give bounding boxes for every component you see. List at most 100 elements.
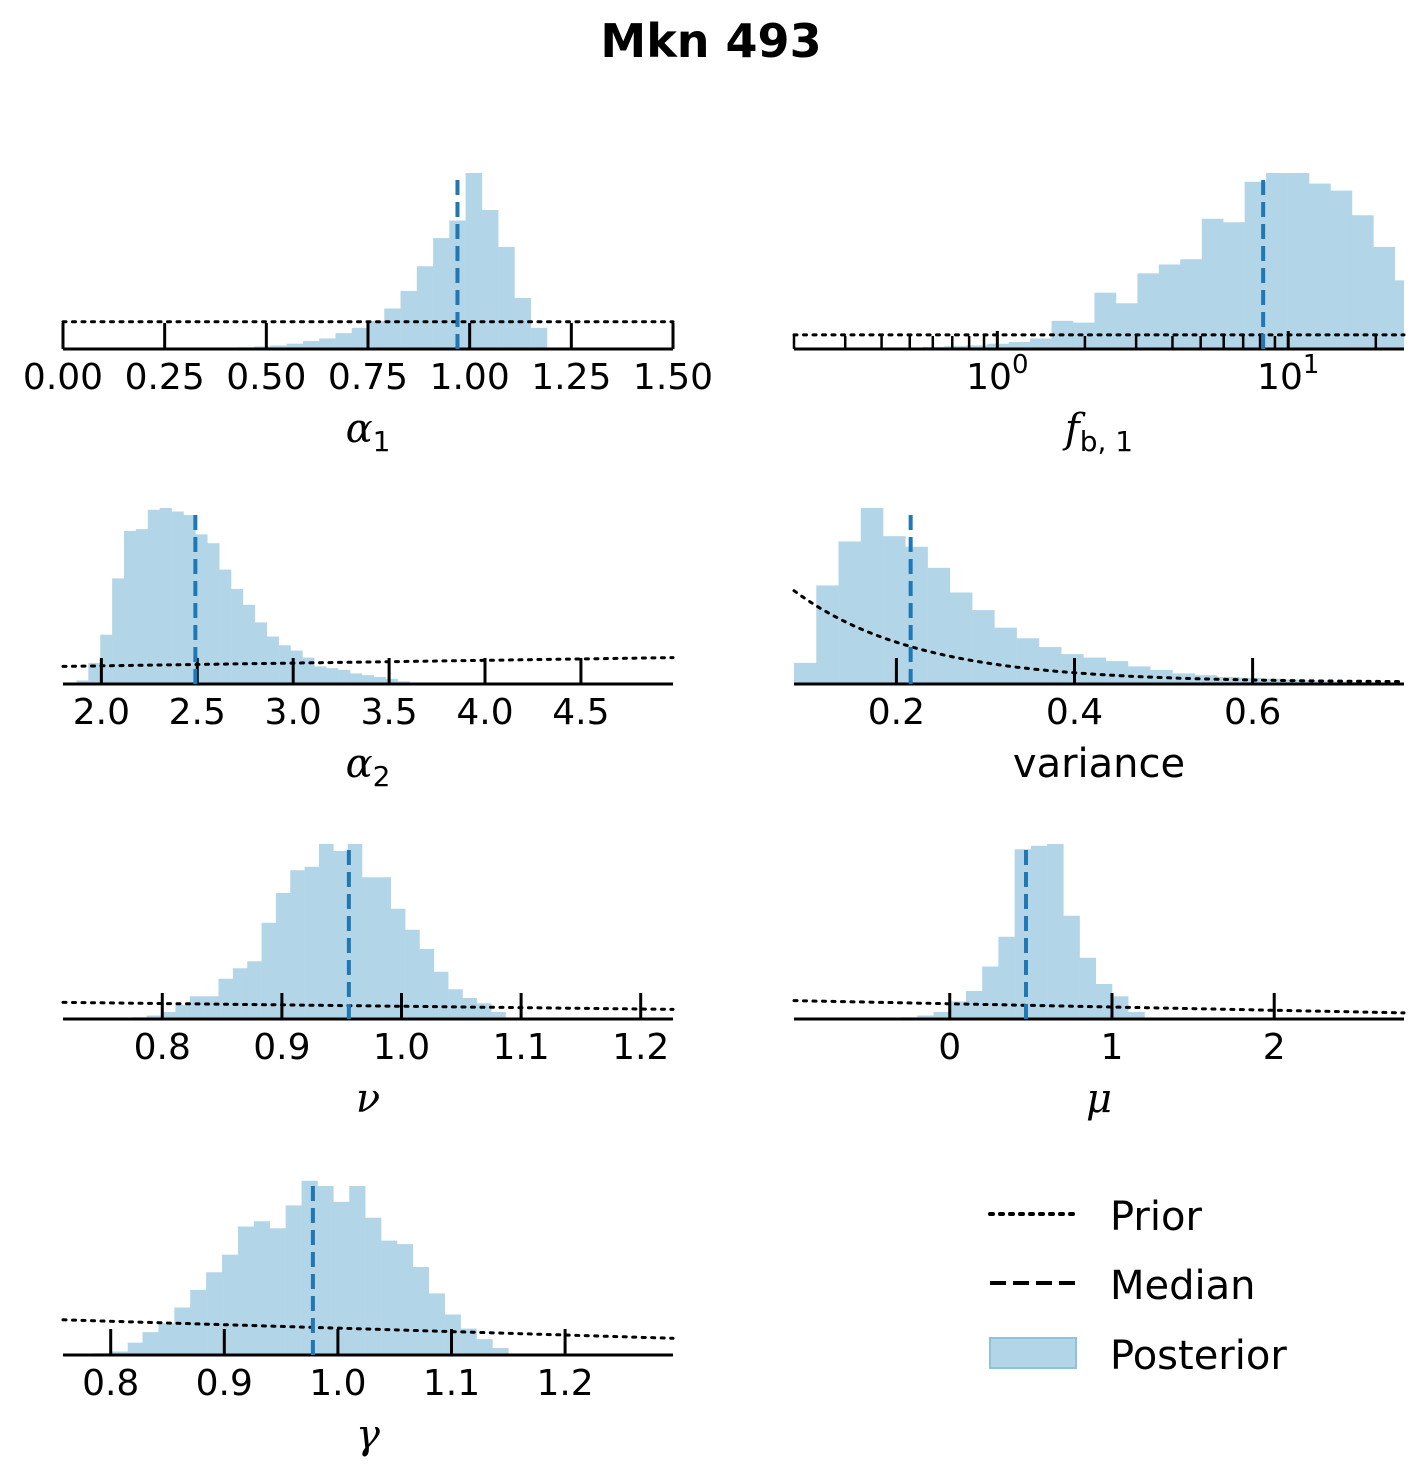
tick-label: 0.4	[1046, 692, 1103, 733]
posterior-bar	[949, 1001, 967, 1019]
posterior-bar	[492, 1347, 509, 1355]
posterior-bar	[146, 1015, 162, 1019]
posterior-bar	[816, 585, 839, 684]
x-axis-label: γ	[356, 1412, 380, 1458]
posterior-bar	[231, 588, 244, 684]
legend-label: Prior	[1110, 1194, 1202, 1240]
posterior-bar	[242, 604, 256, 684]
posterior-bar	[275, 893, 291, 1019]
prior-curve	[792, 999, 1406, 1015]
posterior-bar	[1008, 341, 1031, 349]
posterior-bar	[1128, 1012, 1145, 1019]
posterior-bar	[1115, 303, 1138, 349]
panel-variance: 0.2 0.4 0.6 variance	[792, 508, 1406, 787]
posterior-bar	[1137, 273, 1160, 349]
panel-nu: 0.8 0.9 1.0 1.1 1.2 ν	[61, 844, 675, 1122]
panel-alpha1: 0.00 0.25 0.50 0.75 1.00 1.25 1.50 α1	[23, 173, 713, 458]
posterior-bar	[317, 1186, 334, 1355]
tick-label: 1.1	[423, 1363, 480, 1404]
posterior-bar	[302, 341, 320, 349]
posterior-bar	[349, 1186, 366, 1355]
posterior-bar	[449, 220, 466, 349]
posterior-bar	[1283, 679, 1307, 684]
posterior-bar	[530, 327, 548, 349]
posterior-bar	[171, 511, 184, 684]
tick-label: 0.2	[868, 692, 925, 733]
posterior-bar	[1373, 246, 1396, 349]
posterior-histogram	[76, 508, 410, 684]
posterior-bar	[982, 966, 999, 1019]
tick-label: 2.0	[73, 692, 130, 733]
posterior-bar	[174, 1307, 191, 1355]
posterior-bar	[1266, 173, 1288, 349]
posterior-bar	[1047, 844, 1064, 1019]
posterior-bar	[476, 1003, 492, 1019]
posterior-bar	[412, 1267, 430, 1355]
posterior-bar	[333, 851, 348, 1019]
posterior-bar	[1014, 849, 1032, 1019]
posterior-bar	[88, 662, 101, 684]
posterior-bar	[362, 877, 377, 1019]
posterior-bar	[254, 622, 268, 684]
tick-label: 0.00	[23, 357, 103, 398]
tick-label: 1.0	[309, 1363, 366, 1404]
legend-item-prior: Prior	[988, 1194, 1202, 1240]
posterior-bar	[1094, 292, 1117, 349]
posterior-histogram	[794, 508, 1396, 684]
tick-label: 3.0	[265, 692, 322, 733]
posterior-bar	[270, 345, 287, 349]
posterior-bar	[237, 1226, 255, 1355]
posterior-bar	[365, 1217, 382, 1355]
posterior-bar	[1095, 984, 1113, 1019]
posterior-bar	[481, 209, 499, 349]
posterior-bar	[373, 676, 386, 684]
posterior-histogram	[132, 844, 506, 1019]
posterior-bar	[1079, 957, 1097, 1019]
posterior-bar	[319, 338, 336, 349]
posterior-bar	[428, 1293, 445, 1355]
prior-curve	[61, 1318, 675, 1340]
posterior-bar	[998, 936, 1015, 1019]
panel-alpha2: 2.0 2.5 3.0 3.5 4.0 4.5 α2	[61, 508, 675, 793]
posterior-bar	[269, 1228, 286, 1355]
legend-label: Posterior	[1110, 1333, 1287, 1379]
posterior-bar	[384, 308, 401, 349]
tick-label: 4.0	[456, 692, 513, 733]
posterior-bar	[76, 680, 89, 684]
tick-label: 1.00	[430, 357, 510, 398]
x-axis-label: μ	[1086, 1076, 1112, 1122]
posterior-bar	[100, 634, 113, 684]
legend-item-median: Median	[990, 1263, 1256, 1309]
posterior-bar	[1239, 677, 1262, 684]
x-axis-label: fb, 1	[1062, 406, 1133, 458]
posterior-bar	[860, 508, 884, 684]
posterior-bar	[994, 627, 1017, 684]
posterior-bar	[1330, 190, 1353, 349]
posterior-bar	[127, 1342, 143, 1355]
x-axis-label: variance	[1013, 741, 1185, 787]
posterior-bar	[361, 675, 375, 684]
legend-label: Median	[1110, 1263, 1256, 1309]
posterior-bar	[1158, 264, 1181, 349]
posterior-bar	[261, 922, 277, 1019]
posterior-bar	[1351, 215, 1374, 349]
posterior-bar	[883, 536, 906, 684]
panel-mu: 0 1 2 μ	[792, 844, 1406, 1122]
posterior-bar	[304, 866, 320, 1019]
tick-label: 1.2	[536, 1363, 593, 1404]
posterior-bar	[159, 508, 172, 684]
posterior-bar	[142, 1332, 159, 1355]
figure-title: Mkn 493	[600, 14, 821, 68]
posterior-bar	[206, 1272, 223, 1355]
posterior-bar	[433, 971, 449, 1019]
tick-label: 0.9	[196, 1363, 253, 1404]
posterior-bar	[1072, 322, 1095, 349]
posterior-bar	[460, 1328, 477, 1355]
posterior-bar	[949, 592, 973, 684]
posterior-bar	[405, 929, 420, 1019]
tick-label: 1.50	[633, 357, 713, 398]
panel-gamma: 0.8 0.9 1.0 1.1 1.2 γ	[61, 1179, 675, 1458]
posterior-bar	[368, 320, 385, 349]
posterior-bar	[218, 978, 234, 1019]
